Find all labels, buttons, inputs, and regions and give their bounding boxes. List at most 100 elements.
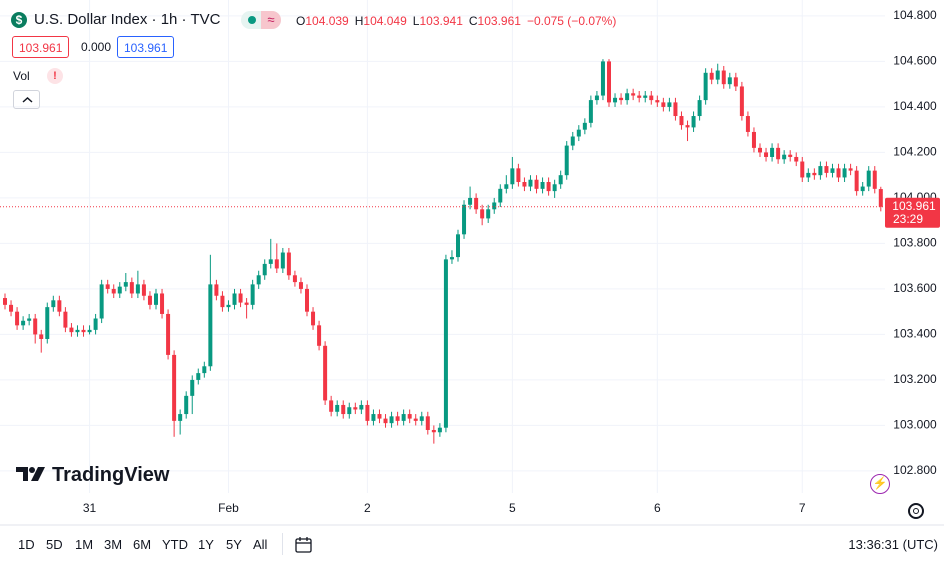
candle-body: [256, 275, 261, 285]
date-range-button[interactable]: [294, 535, 314, 560]
range-button[interactable]: 6M: [133, 537, 152, 552]
candle-body: [27, 318, 32, 321]
candle-body: [305, 288, 309, 312]
range-button[interactable]: 1D: [18, 537, 35, 552]
range-button[interactable]: 5Y: [226, 537, 242, 552]
candle-body: [449, 257, 454, 260]
candle-body: [172, 354, 177, 421]
toolbar-divider: [282, 533, 283, 555]
candle-body: [365, 404, 370, 421]
symbol-title[interactable]: U.S. Dollar Index · 1h · TVC: [34, 11, 221, 28]
candle-body: [486, 209, 491, 219]
candle-body: [33, 318, 38, 335]
range-button[interactable]: YTD: [162, 537, 188, 552]
candle-body: [727, 77, 732, 85]
candle-body: [160, 293, 165, 314]
candle-body: [516, 168, 521, 183]
candle-body: [9, 304, 14, 312]
clock[interactable]: 13:36:31 (UTC): [848, 537, 938, 552]
candle-body: [69, 327, 74, 333]
ohlc-legend: O104.039 H104.049 L103.941 C103.961 −0.075 (…: [296, 13, 616, 29]
candle-body: [836, 168, 841, 178]
candle-body: [800, 161, 805, 178]
candle-body: [848, 168, 853, 171]
candle-body: [806, 172, 811, 178]
candle-body: [510, 168, 515, 185]
candle-body: [135, 284, 140, 294]
x-tick-label: 7: [799, 501, 806, 515]
candle-body: [456, 234, 460, 258]
candle-body: [178, 414, 183, 421]
candle-body: [842, 168, 847, 178]
candle-body: [371, 414, 376, 421]
candle-body: [341, 404, 346, 415]
candle-body: [480, 209, 485, 219]
status-pill[interactable]: ≈: [241, 11, 281, 29]
candle-body: [317, 325, 322, 346]
candle-body: [854, 170, 859, 192]
candle-body: [3, 298, 7, 305]
candle-body: [474, 197, 479, 210]
candle-body: [431, 429, 436, 433]
range-button[interactable]: 5D: [46, 537, 63, 552]
candle-body: [220, 295, 225, 308]
candle-body: [214, 284, 219, 296]
settings-icon[interactable]: [908, 503, 924, 519]
candle-body: [323, 345, 328, 401]
candle-body: [498, 188, 503, 203]
y-tick-label: 104.600: [893, 54, 937, 68]
candle-body: [625, 93, 630, 101]
y-tick-label: 103.000: [893, 418, 937, 432]
candle-body: [329, 400, 334, 412]
range-button[interactable]: 1Y: [198, 537, 214, 552]
candle-body: [812, 172, 817, 176]
candle-body: [154, 293, 158, 305]
candle-body: [39, 334, 44, 339]
candle-body: [794, 156, 799, 162]
candle-body: [99, 284, 104, 319]
candle-body: [570, 136, 575, 146]
candle-body: [673, 102, 678, 117]
ask-box[interactable]: 103.961: [117, 36, 175, 58]
candle-body: [292, 275, 297, 283]
candle-body: [250, 284, 255, 305]
candle-body: [401, 414, 406, 421]
candle-body: [226, 304, 231, 308]
alert-icon[interactable]: ⚡: [870, 474, 890, 494]
candle-body: [564, 145, 569, 176]
candle-body: [745, 116, 750, 132]
ohlc-label: H: [354, 14, 364, 28]
ohlc-change: −0.075 (−0.07%): [526, 14, 617, 28]
candle-body: [75, 329, 80, 333]
range-button[interactable]: 3M: [104, 537, 123, 552]
candle-body: [407, 414, 412, 419]
candle-body: [383, 418, 388, 424]
candle-body: [697, 100, 702, 117]
volume-warning[interactable]: !: [47, 68, 63, 84]
range-button[interactable]: All: [253, 537, 268, 552]
candle-body: [286, 252, 291, 276]
collapse-button[interactable]: [13, 90, 40, 109]
candle-body: [280, 252, 285, 269]
last-price-countdown: 23:29: [893, 212, 923, 226]
candle-body: [751, 131, 756, 148]
candle-body: [878, 189, 883, 207]
candle-body: [359, 404, 364, 410]
bid-box[interactable]: 103.961: [12, 36, 70, 58]
candle-body: [637, 95, 642, 98]
candle-body: [643, 95, 648, 98]
candle-body: [739, 86, 744, 117]
ohlc-value: 104.049: [363, 14, 407, 28]
candle-body: [758, 147, 762, 153]
candle-body: [419, 416, 424, 421]
range-button[interactable]: 1M: [75, 537, 94, 552]
candle-body: [770, 147, 775, 157]
x-tick-label: Feb: [218, 501, 239, 515]
candle-body: [788, 154, 793, 157]
ohlc-label: L: [412, 14, 420, 28]
candle-body: [117, 286, 122, 294]
candle-body: [782, 154, 787, 160]
candle-body: [190, 379, 195, 396]
